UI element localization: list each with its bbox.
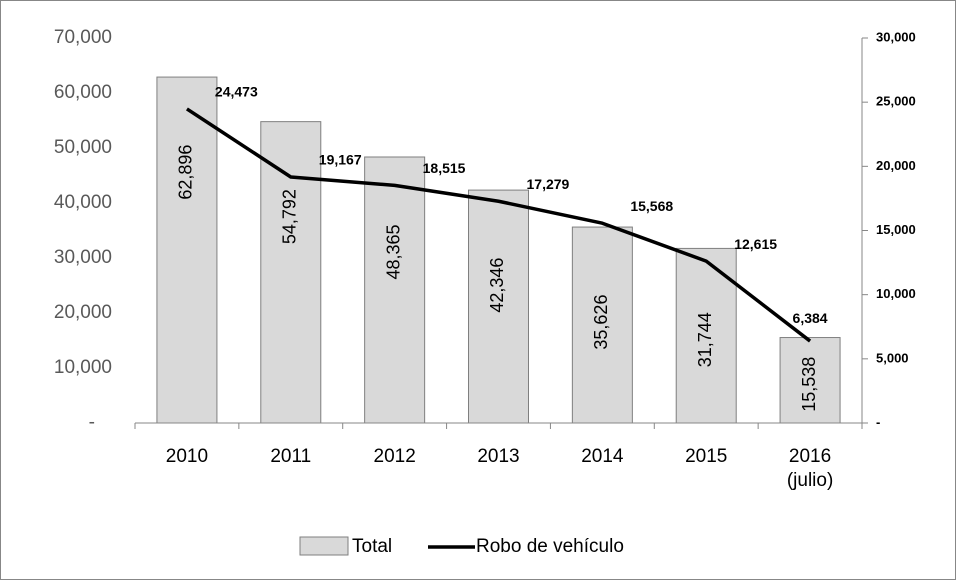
bar	[156, 76, 218, 424]
line-label: 18,515	[423, 160, 466, 176]
line-label: 19,167	[319, 152, 362, 168]
bar	[364, 156, 426, 424]
y-tick-label: 10,000	[54, 357, 112, 378]
y-tick-label: 20,000	[54, 302, 112, 323]
bar-label: 15,538	[799, 357, 819, 412]
y2-tick-label: 5,000	[876, 350, 909, 365]
x-tick-label: 2011	[270, 446, 311, 467]
y2-tick-label: 10,000	[876, 286, 916, 301]
x-tick-label: 2010	[166, 446, 208, 467]
bar-label: 54,792	[280, 189, 300, 244]
bar	[571, 226, 633, 424]
legend-swatch	[299, 536, 349, 556]
x-tick-label: 2013	[477, 446, 519, 467]
y-tick-label: 70,000	[54, 27, 112, 48]
x-tick-label: 2015	[685, 446, 727, 467]
y2-tick-label: -	[876, 414, 880, 429]
y2-tick-label: 15,000	[876, 222, 916, 237]
y2-tick-label: 30,000	[876, 29, 916, 44]
y-tick-label: 30,000	[54, 247, 112, 268]
line	[185, 107, 812, 343]
bar	[468, 189, 529, 424]
line-label: 17,279	[527, 176, 570, 192]
line-label: 15,568	[630, 198, 673, 214]
line-label: 12,615	[734, 236, 777, 252]
y-tick-label: 60,000	[54, 82, 112, 103]
y-tick-label: 40,000	[54, 192, 112, 213]
bar	[260, 121, 322, 424]
bar	[779, 337, 841, 424]
y-tick-label: -	[89, 412, 95, 433]
y-tick-label: 50,000	[54, 137, 112, 158]
bar-label: 31,744	[695, 312, 715, 367]
bar-label: 48,365	[383, 224, 403, 279]
y2-tick-label: 20,000	[876, 158, 916, 173]
legend-label: Total	[352, 536, 392, 557]
legend-label: Robo de vehículo	[476, 536, 624, 557]
line-label: 6,384	[793, 310, 828, 326]
y2-tick-label: 25,000	[876, 94, 916, 109]
x-tick-label: 2016 (julio)	[787, 446, 833, 491]
x-tick-label: 2014	[581, 446, 624, 467]
x-tick-label: 2012	[374, 446, 416, 467]
line-label: 24,473	[215, 84, 258, 100]
bar-label: 42,346	[487, 258, 507, 313]
bar-label: 62,896	[176, 145, 196, 200]
bar-label: 35,626	[591, 295, 611, 350]
